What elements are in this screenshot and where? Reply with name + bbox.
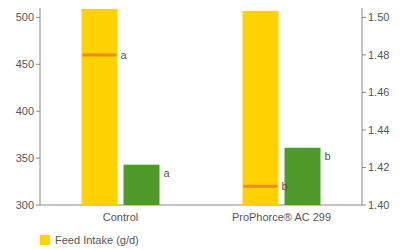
legend-label: Feed Intake (g/d) — [55, 234, 139, 246]
legend-swatch — [40, 235, 50, 245]
y-tick-label: 350 — [16, 152, 34, 164]
y-tick-label: 400 — [16, 105, 34, 117]
significance-letter: a — [121, 49, 128, 61]
chart-svg: 300 350 400 450 500 1.40 1.42 1.44 1.46 1.48 1.50 C… — [0, 0, 400, 250]
y2-tick — [362, 92, 366, 93]
y2-tick — [362, 54, 366, 55]
y-tick-label: 300 — [16, 199, 34, 211]
y2-tick — [362, 129, 366, 130]
legend: Feed Intake (g/d) — [40, 234, 139, 246]
y-axis-line — [40, 8, 41, 205]
y2-tick-label: 1.50 — [368, 11, 389, 23]
y-tick — [36, 205, 40, 206]
dash-marker — [244, 185, 278, 188]
data-labels: a b a b — [121, 49, 331, 192]
significance-letter: b — [282, 180, 288, 192]
y2-tick — [362, 17, 366, 18]
x-tick-label: Control — [103, 211, 138, 223]
chart-container: 300 350 400 450 500 1.40 1.42 1.44 1.46 1.48 1.50 C… — [0, 0, 400, 250]
y2-tick-label: 1.42 — [368, 161, 389, 173]
y2-tick-label: 1.40 — [368, 199, 389, 211]
dash-marker — [83, 53, 117, 56]
y2-tick-label: 1.46 — [368, 86, 389, 98]
bar — [243, 11, 279, 205]
y-tick — [36, 111, 40, 112]
marks — [82, 9, 321, 205]
significance-letter: a — [164, 167, 171, 179]
significance-letter: b — [325, 150, 331, 162]
y-tick — [36, 158, 40, 159]
y2-tick — [362, 167, 366, 168]
y2-axis-line — [362, 8, 363, 205]
y-tick-label: 500 — [16, 11, 34, 23]
bar — [285, 148, 321, 205]
y2-tick-label: 1.48 — [368, 49, 389, 61]
y-tick — [36, 17, 40, 18]
y2-tick — [362, 205, 366, 206]
bar — [82, 9, 118, 205]
x-tick-label: ProPhorce® AC 299 — [232, 211, 331, 223]
y-tick-label: 450 — [16, 58, 34, 70]
y-tick — [36, 64, 40, 65]
y2-tick-label: 1.44 — [368, 124, 389, 136]
bar — [124, 165, 160, 205]
